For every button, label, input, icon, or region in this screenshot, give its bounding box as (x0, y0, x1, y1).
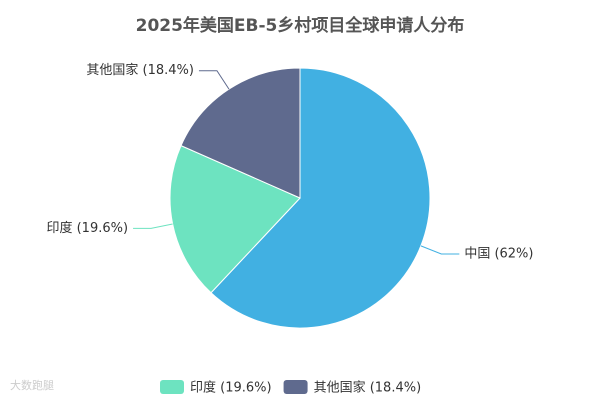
legend-swatch (160, 380, 184, 394)
leader-line (198, 70, 230, 90)
legend-label: 印度 (19.6%) (190, 380, 272, 396)
slice-label: 其他国家 (18.4%) (86, 62, 194, 78)
watermark: 大数跑腿 (10, 378, 54, 392)
legend-label: 其他国家 (18.4%) (314, 380, 422, 396)
leader-line (133, 223, 173, 229)
legend-swatch (283, 380, 308, 394)
pie-slice (180, 67, 301, 199)
slice-label: 印度 (19.6%) (46, 220, 128, 236)
slice-label: 中国 (62%) (464, 246, 533, 261)
pie-slice (169, 144, 301, 294)
chart-title: 2025年美国EB-5乡村项目全球申请人分布 (136, 15, 465, 36)
leader-line (420, 245, 460, 255)
